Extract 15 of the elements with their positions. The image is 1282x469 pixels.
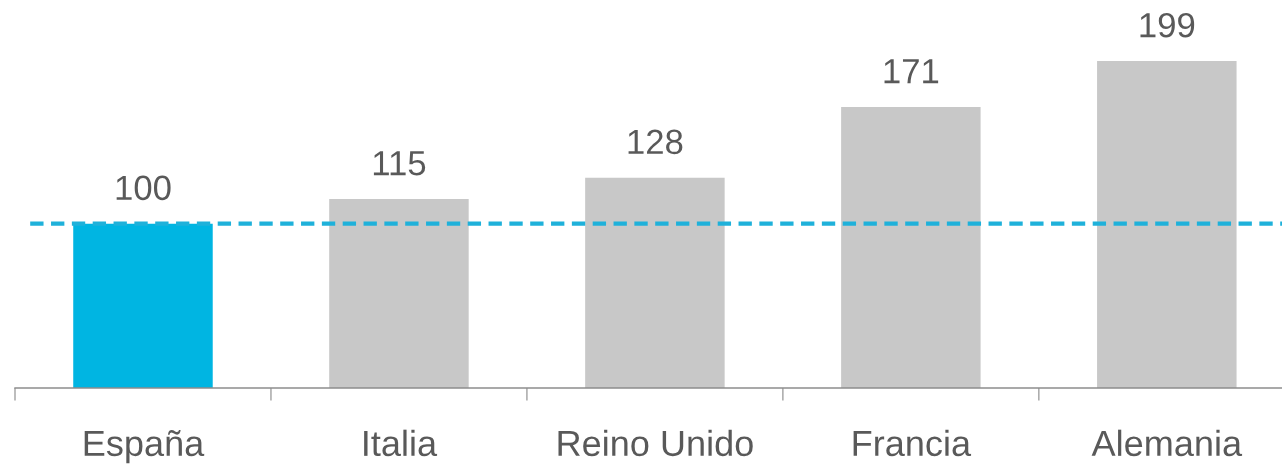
data-label: 128: [628, 129, 683, 155]
x-tick-label: Italia: [364, 429, 438, 457]
x-tick-label: Alemania: [1091, 429, 1243, 457]
x-tick-label: Reino Unido: [558, 429, 753, 457]
bar: [329, 199, 469, 388]
bar: [73, 223, 213, 388]
bar: [841, 107, 981, 388]
bar: [1097, 61, 1237, 388]
bar: [585, 177, 725, 388]
data-label: 171: [884, 59, 939, 84]
x-tick-label: España: [84, 429, 205, 464]
data-label: 115: [373, 151, 426, 176]
x-tick-label: Francia: [853, 429, 972, 457]
data-label: 100: [116, 175, 171, 201]
data-label: 199: [1140, 12, 1195, 38]
